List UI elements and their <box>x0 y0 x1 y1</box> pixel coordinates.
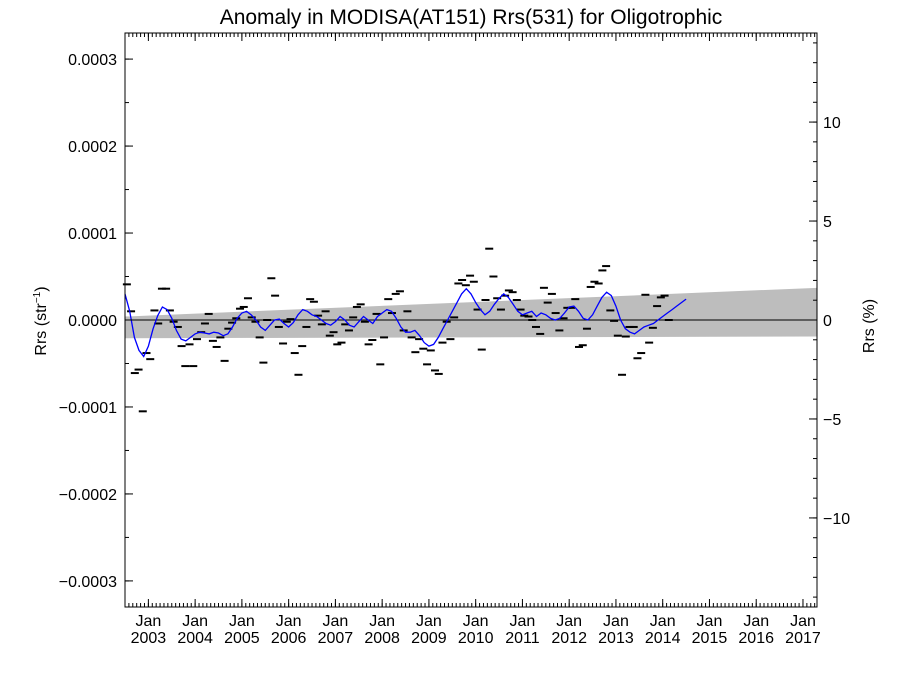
left-tick-label: 0.0003 <box>68 52 117 69</box>
x-tick-month: Jan <box>790 613 816 630</box>
x-tick-month: Jan <box>556 613 582 630</box>
left-tick-label: −0.0002 <box>59 487 117 504</box>
x-axis-ticks: Jan2003Jan2004Jan2005Jan2006Jan2007Jan20… <box>124 33 821 647</box>
right-tick-label: −10 <box>823 511 850 528</box>
x-tick-year: 2011 <box>505 630 540 647</box>
x-tick-year: 2016 <box>738 630 774 647</box>
x-tick-year: 2010 <box>458 630 494 647</box>
x-tick-month: Jan <box>323 613 349 630</box>
x-tick-year: 2003 <box>131 630 167 647</box>
right-axis-ticks: 10 5 0 −5 −10 <box>809 42 850 598</box>
right-tick-label: 5 <box>823 214 832 231</box>
left-tick-label: −0.0001 <box>59 400 117 417</box>
x-tick-month: Jan <box>510 613 536 630</box>
x-tick-year: 2015 <box>692 630 728 647</box>
x-tick-year: 2006 <box>271 630 307 647</box>
x-tick-year: 2008 <box>364 630 400 647</box>
x-tick-year: 2014 <box>645 630 681 647</box>
chart-title: Anomaly in MODISA(AT151) Rrs(531) for Ol… <box>220 6 723 29</box>
right-tick-label: 10 <box>823 115 841 132</box>
x-tick-year: 2013 <box>598 630 634 647</box>
trend-band-layer <box>125 287 817 339</box>
x-tick-month: Jan <box>697 613 723 630</box>
x-tick-year: 2017 <box>785 630 821 647</box>
x-tick-month: Jan <box>650 613 676 630</box>
x-tick-month: Jan <box>276 613 302 630</box>
x-tick-year: 2012 <box>551 630 587 647</box>
running-mean-layer <box>124 287 687 358</box>
x-tick-year: 2007 <box>318 630 354 647</box>
left-axis-ticks: 0.0003 0.0002 0.0001 0.0000 −0.0001 −0.0002 −0… <box>59 52 133 591</box>
trend-band <box>125 287 817 339</box>
x-tick-month: Jan <box>229 613 255 630</box>
y-axis-label-left-text: Rrs (str <box>33 302 50 355</box>
y-axis-label-left-close: ) <box>33 286 50 291</box>
running-mean-line <box>124 287 687 358</box>
y-axis-label-right: Rrs (%) <box>861 299 878 353</box>
x-tick-month: Jan <box>182 613 208 630</box>
x-tick-month: Jan <box>743 613 769 630</box>
x-tick-month: Jan <box>603 613 629 630</box>
x-tick-month: Jan <box>463 613 489 630</box>
left-tick-label: 0.0001 <box>68 226 117 243</box>
x-tick-month: Jan <box>369 613 395 630</box>
monthly-points-layer <box>122 247 673 413</box>
left-tick-label: −0.0003 <box>59 574 117 591</box>
right-tick-label: 0 <box>823 313 832 330</box>
x-tick-year: 2004 <box>177 630 213 647</box>
x-tick-month: Jan <box>135 613 161 630</box>
left-tick-label: 0.0002 <box>68 139 117 156</box>
right-tick-label: −5 <box>823 412 841 429</box>
x-tick-year: 2009 <box>411 630 447 647</box>
y-axis-label-left: Rrs (str−1) <box>32 286 50 355</box>
left-tick-label: 0.0000 <box>68 313 117 330</box>
x-tick-month: Jan <box>416 613 442 630</box>
y-axis-label-left-sup: −1 <box>32 291 43 303</box>
x-tick-year: 2005 <box>224 630 260 647</box>
